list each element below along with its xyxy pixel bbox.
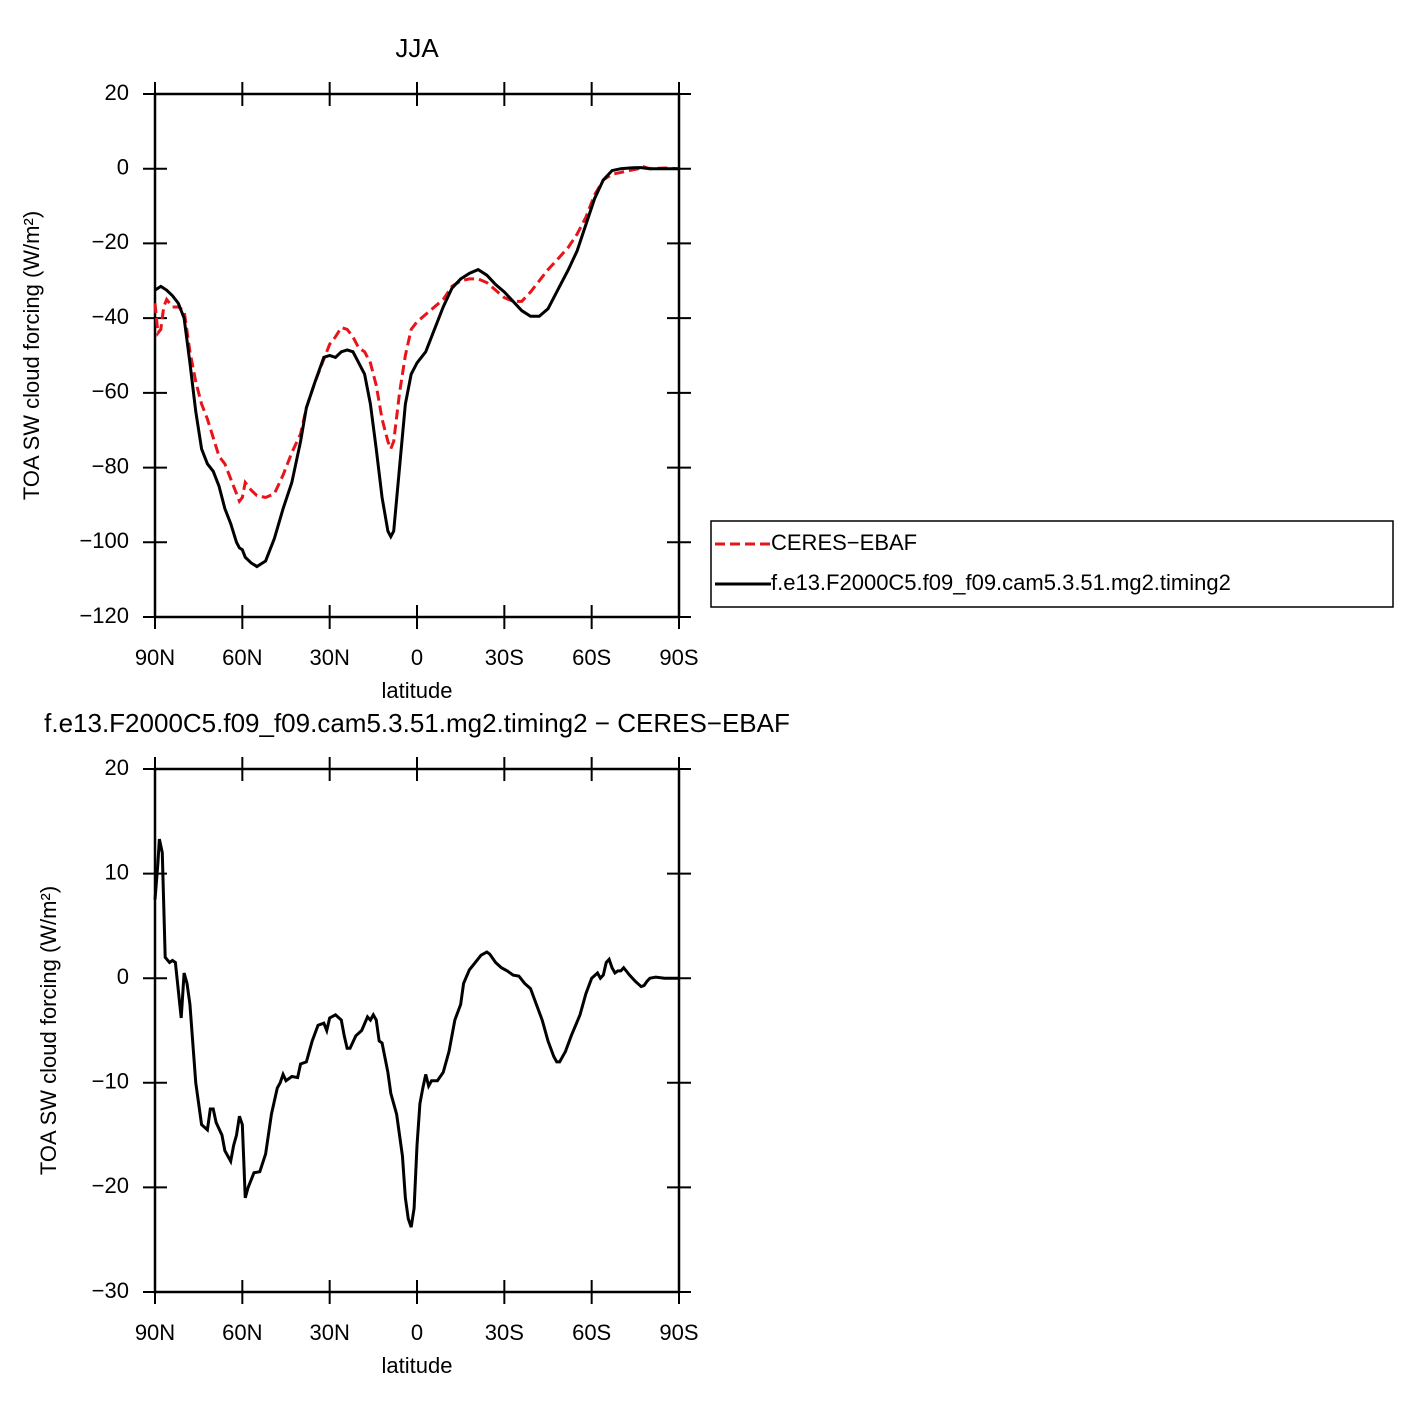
x-tick-label: 60S	[572, 645, 611, 670]
y-tick-label: 10	[105, 859, 129, 884]
x-tick-label: 90N	[135, 645, 175, 670]
legend-label: CERES−EBAF	[771, 530, 917, 555]
x-axis-label: latitude	[382, 678, 453, 703]
data-line	[153, 164, 680, 505]
y-tick-label: −40	[92, 304, 129, 329]
y-tick-label: 0	[117, 964, 129, 989]
y-tick-label: −30	[92, 1278, 129, 1303]
x-tick-label: 60S	[572, 1320, 611, 1345]
x-tick-label: 60N	[222, 1320, 262, 1345]
y-tick-label: −120	[79, 603, 129, 628]
x-tick-label: 30S	[485, 645, 524, 670]
y-tick-label: −80	[92, 453, 129, 478]
x-tick-label: 30N	[309, 645, 349, 670]
x-tick-label: 90S	[659, 1320, 698, 1345]
x-tick-label: 0	[411, 645, 423, 670]
x-tick-label: 90S	[659, 645, 698, 670]
chart-title: f.e13.F2000C5.f09_f09.cam5.3.51.mg2.timi…	[44, 708, 790, 738]
y-tick-label: 20	[105, 755, 129, 780]
legend-label: f.e13.F2000C5.f09_f09.cam5.3.51.mg2.timi…	[771, 570, 1231, 595]
y-axis-label: TOA SW cloud forcing (W/m²)	[36, 886, 61, 1175]
y-tick-label: −20	[92, 229, 129, 254]
plot-frame	[153, 92, 681, 619]
data-line	[154, 166, 679, 569]
x-tick-label: 30S	[485, 1320, 524, 1345]
y-tick-label: 20	[105, 80, 129, 105]
y-tick-label: −10	[92, 1069, 129, 1094]
x-axis-label: latitude	[382, 1353, 453, 1378]
x-tick-label: 0	[411, 1320, 423, 1345]
legend-box	[710, 520, 1394, 608]
y-tick-label: 0	[117, 155, 129, 180]
y-axis-label: TOA SW cloud forcing (W/m²)	[19, 211, 44, 500]
y-tick-label: −60	[92, 379, 129, 404]
x-tick-label: 60N	[222, 645, 262, 670]
y-tick-label: −20	[92, 1173, 129, 1198]
x-tick-label: 90N	[135, 1320, 175, 1345]
x-tick-label: 30N	[309, 1320, 349, 1345]
y-tick-label: −100	[79, 528, 129, 553]
plot-frame	[153, 767, 681, 1294]
data-line	[153, 838, 679, 1228]
chart-title: JJA	[395, 33, 439, 63]
